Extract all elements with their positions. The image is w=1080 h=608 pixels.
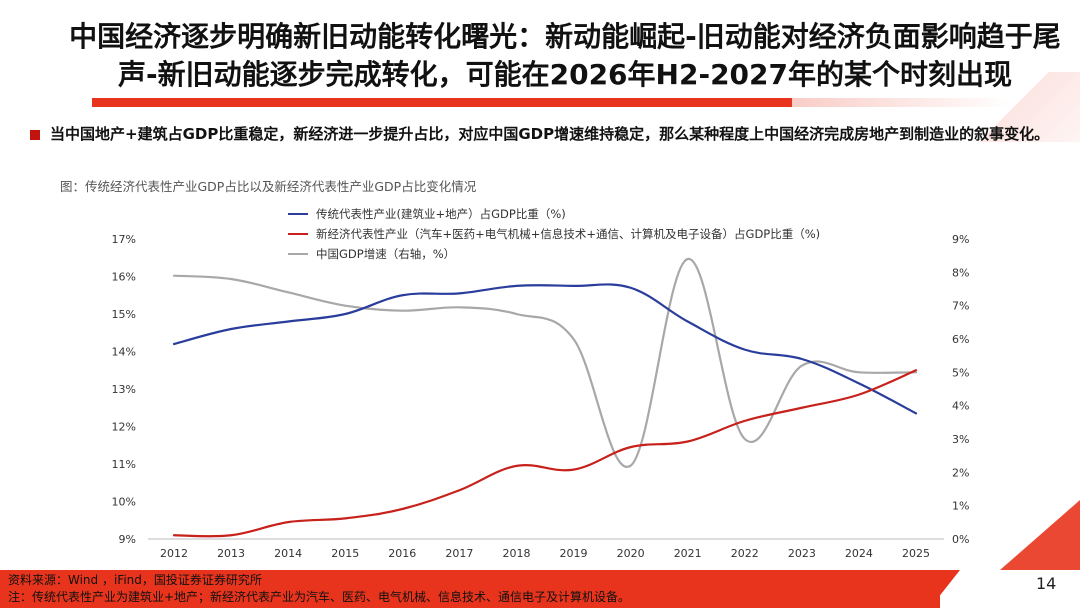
y-right-tick-label: 6% (952, 333, 969, 346)
series-line-gdp-growth (172, 257, 918, 468)
y-left-tick-label: 16% (112, 271, 136, 284)
y-left-tick-label: 9% (119, 533, 136, 546)
footer-source: 资料来源：Wind ，iFind，国投证券证券研究所 注：传统代表性产业为建筑业… (8, 572, 630, 606)
series-line-traditional (172, 283, 918, 415)
series-line-new-economy (172, 369, 918, 538)
y-right-tick-label: 8% (952, 266, 969, 279)
x-tick-label: 2017 (445, 547, 473, 560)
source-text: 资料来源：Wind ，iFind，国投证券证券研究所 (8, 573, 262, 587)
note-text: 注：传统代表性产业为建筑业+地产；新经济代表产业为汽车、医药、电气机械、信息技术… (8, 590, 631, 604)
y-right-tick-label: 1% (952, 500, 969, 513)
x-tick-label: 2013 (217, 547, 245, 560)
legend-swatch-new-economy (288, 233, 308, 235)
x-tick-label: 2014 (274, 547, 302, 560)
legend-label-new-economy: 新经济代表性产业（汽车+医药+电气机械+信息技术+通信、计算机及电子设备）占GD… (316, 227, 821, 241)
y-right-tick-label: 5% (952, 366, 969, 379)
x-tick-label: 2021 (674, 547, 702, 560)
legend-swatch-gdp-growth (288, 253, 308, 255)
bullet-text: 当中国地产+建筑占GDP比重稳定，新经济进一步提升占比，对应中国GDP增速维持稳… (50, 125, 1050, 143)
y-left-tick-label: 12% (112, 421, 136, 434)
legend-swatch-traditional (288, 213, 308, 215)
y-left-tick-label: 17% (112, 233, 136, 246)
y-right-tick-label: 0% (952, 533, 969, 546)
legend-item-gdp-growth: 中国GDP增速（右轴，%） (288, 244, 820, 264)
y-left-tick-label: 14% (112, 346, 136, 359)
x-tick-label: 2025 (902, 547, 930, 560)
footer-slant (930, 570, 960, 608)
x-tick-label: 2015 (331, 547, 359, 560)
legend-item-new-economy: 新经济代表性产业（汽车+医药+电气机械+信息技术+通信、计算机及电子设备）占GD… (288, 224, 820, 244)
legend-label-traditional: 传统代表性产业(建筑业+地产）占GDP比重（%) (316, 207, 566, 221)
footer-bar (0, 570, 940, 608)
y-left-tick-label: 15% (112, 308, 136, 321)
x-tick-label: 2019 (560, 547, 588, 560)
x-tick-label: 2020 (617, 547, 645, 560)
x-tick-label: 2024 (845, 547, 873, 560)
footer-corner-decoration (1000, 500, 1080, 570)
y-left-tick-label: 10% (112, 496, 136, 509)
y-left-tick-label: 11% (112, 458, 136, 471)
title-underline (92, 98, 792, 107)
y-left-tick-label: 13% (112, 383, 136, 396)
y-right-tick-label: 2% (952, 466, 969, 479)
corner-decoration (980, 72, 1080, 142)
x-tick-label: 2022 (731, 547, 759, 560)
y-right-tick-label: 4% (952, 400, 969, 413)
chart-legend: 传统代表性产业(建筑业+地产）占GDP比重（%) 新经济代表性产业（汽车+医药+… (288, 204, 820, 264)
legend-item-traditional: 传统代表性产业(建筑业+地产）占GDP比重（%) (288, 204, 820, 224)
y-right-tick-label: 7% (952, 300, 969, 313)
figure-caption: 图：传统经济代表性产业GDP占比以及新经济代表性产业GDP占比变化情况 (60, 179, 477, 194)
page-number: 14 (1036, 574, 1057, 593)
x-tick-label: 2016 (388, 547, 416, 560)
bullet-square-icon (30, 130, 40, 140)
x-tick-label: 2023 (788, 547, 816, 560)
x-tick-label: 2012 (160, 547, 188, 560)
title-underline-fade (792, 98, 1012, 107)
page-title: 中国经济逐步明确新旧动能转化曙光：新动能崛起-旧动能对经济负面影响趋于尾声-新旧… (69, 20, 1061, 91)
y-right-tick-label: 9% (952, 233, 969, 246)
x-tick-label: 2018 (502, 547, 530, 560)
legend-label-gdp-growth: 中国GDP增速（右轴，%） (316, 247, 456, 261)
y-right-tick-label: 3% (952, 433, 969, 446)
